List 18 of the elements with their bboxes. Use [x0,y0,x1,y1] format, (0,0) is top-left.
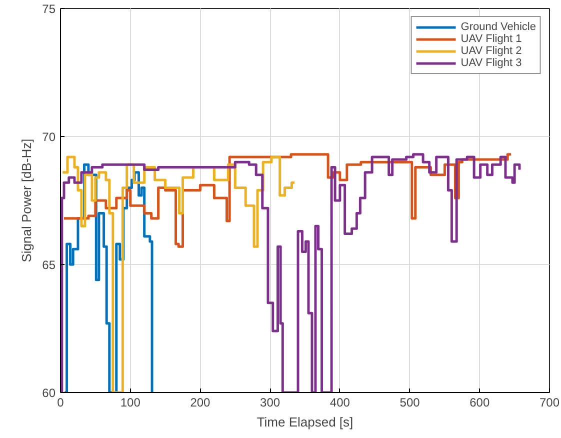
x-tick-label: 600 [470,396,490,410]
y-tick-label: 60 [42,386,56,400]
legend-label: UAV Flight 3 [460,57,522,69]
y-axis-title: Signal Power [dB-Hz] [19,138,34,262]
y-tick-label: 75 [42,2,56,16]
x-tick-label: 700 [539,396,560,410]
legend-label: UAV Flight 1 [460,33,522,45]
x-tick-label: 300 [260,396,280,410]
x-tick-label: 200 [190,396,211,410]
x-axis-title: Time Elapsed [s] [256,414,354,430]
x-tick-label: 100 [120,396,141,410]
x-tick-label: 400 [330,396,350,410]
x-tick-label: 0 [57,396,64,410]
x-tick-label: 500 [400,396,420,410]
y-tick-label: 70 [42,130,56,144]
legend-label: Ground Vehicle [460,21,536,33]
legend-label: UAV Flight 2 [460,45,522,57]
y-tick-label: 65 [42,258,56,272]
